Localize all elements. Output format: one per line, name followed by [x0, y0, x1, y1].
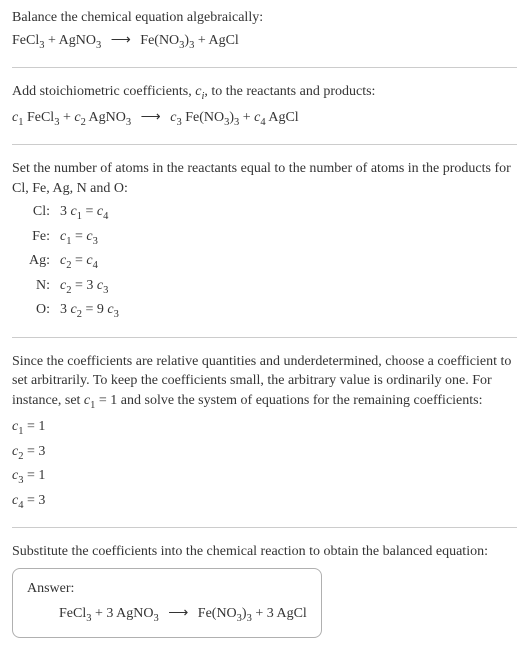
coef-row: c1 = 1: [12, 417, 517, 439]
atom-equation: 3 c1 = c4: [60, 202, 108, 224]
intro-section: Balance the chemical equation algebraica…: [12, 8, 517, 53]
step3-section: Since the coefficients are relative quan…: [12, 352, 517, 514]
arrow-icon: ⟶: [111, 33, 131, 48]
atom-label: Ag:: [20, 251, 50, 271]
step2-section: Set the number of atoms in the reactants…: [12, 159, 517, 323]
atom-equation: c1 = c3: [60, 227, 98, 249]
divider-2: [12, 144, 517, 145]
atom-row: N: c2 = 3 c3: [20, 276, 517, 298]
step2-text: Set the number of atoms in the reactants…: [12, 159, 517, 198]
atom-label: O:: [20, 300, 50, 320]
step3-text: Since the coefficients are relative quan…: [12, 352, 517, 414]
step1-text: Add stoichiometric coefficients, ci, to …: [12, 82, 517, 104]
coef-row: c3 = 1: [12, 466, 517, 488]
atom-label: N:: [20, 276, 50, 296]
coefficients-list: c1 = 1 c2 = 3 c3 = 1 c4 = 3: [12, 417, 517, 513]
answer-box: Answer: FeCl3 + 3 AgNO3 ⟶ Fe(NO3)3 + 3 A…: [12, 568, 322, 638]
arrow-icon: ⟶: [141, 110, 161, 125]
intro-text: Balance the chemical equation algebraica…: [12, 8, 517, 28]
coef-row: c2 = 3: [12, 442, 517, 464]
answer-equation: FeCl3 + 3 AgNO3 ⟶ Fe(NO3)3 + 3 AgCl: [59, 604, 307, 626]
atom-equation: c2 = 3 c3: [60, 276, 108, 298]
divider-4: [12, 527, 517, 528]
answer-label: Answer:: [27, 579, 307, 599]
coef-row: c4 = 3: [12, 491, 517, 513]
divider-3: [12, 337, 517, 338]
atom-row: O: 3 c2 = 9 c3: [20, 300, 517, 322]
step1-section: Add stoichiometric coefficients, ci, to …: [12, 82, 517, 130]
product-1: Fe(NO3)3 + AgCl: [140, 33, 239, 48]
arrow-icon: ⟶: [168, 606, 188, 621]
divider-1: [12, 67, 517, 68]
atom-equations-table: Cl: 3 c1 = c4 Fe: c1 = c3 Ag: c2 = c4 N:…: [20, 202, 517, 322]
atom-equation: 3 c2 = 9 c3: [60, 300, 119, 322]
step4-text: Substitute the coefficients into the che…: [12, 542, 517, 562]
atom-row: Fe: c1 = c3: [20, 227, 517, 249]
atom-row: Cl: 3 c1 = c4: [20, 202, 517, 224]
atom-label: Cl:: [20, 202, 50, 222]
reactant-1: FeCl3 + AgNO3: [12, 33, 101, 48]
step1-equation: c1 FeCl3 + c2 AgNO3 ⟶ c3 Fe(NO3)3 + c4 A…: [12, 108, 517, 130]
intro-equation: FeCl3 + AgNO3 ⟶ Fe(NO3)3 + AgCl: [12, 31, 517, 53]
step4-section: Substitute the coefficients into the che…: [12, 542, 517, 638]
atom-row: Ag: c2 = c4: [20, 251, 517, 273]
atom-equation: c2 = c4: [60, 251, 98, 273]
atom-label: Fe:: [20, 227, 50, 247]
